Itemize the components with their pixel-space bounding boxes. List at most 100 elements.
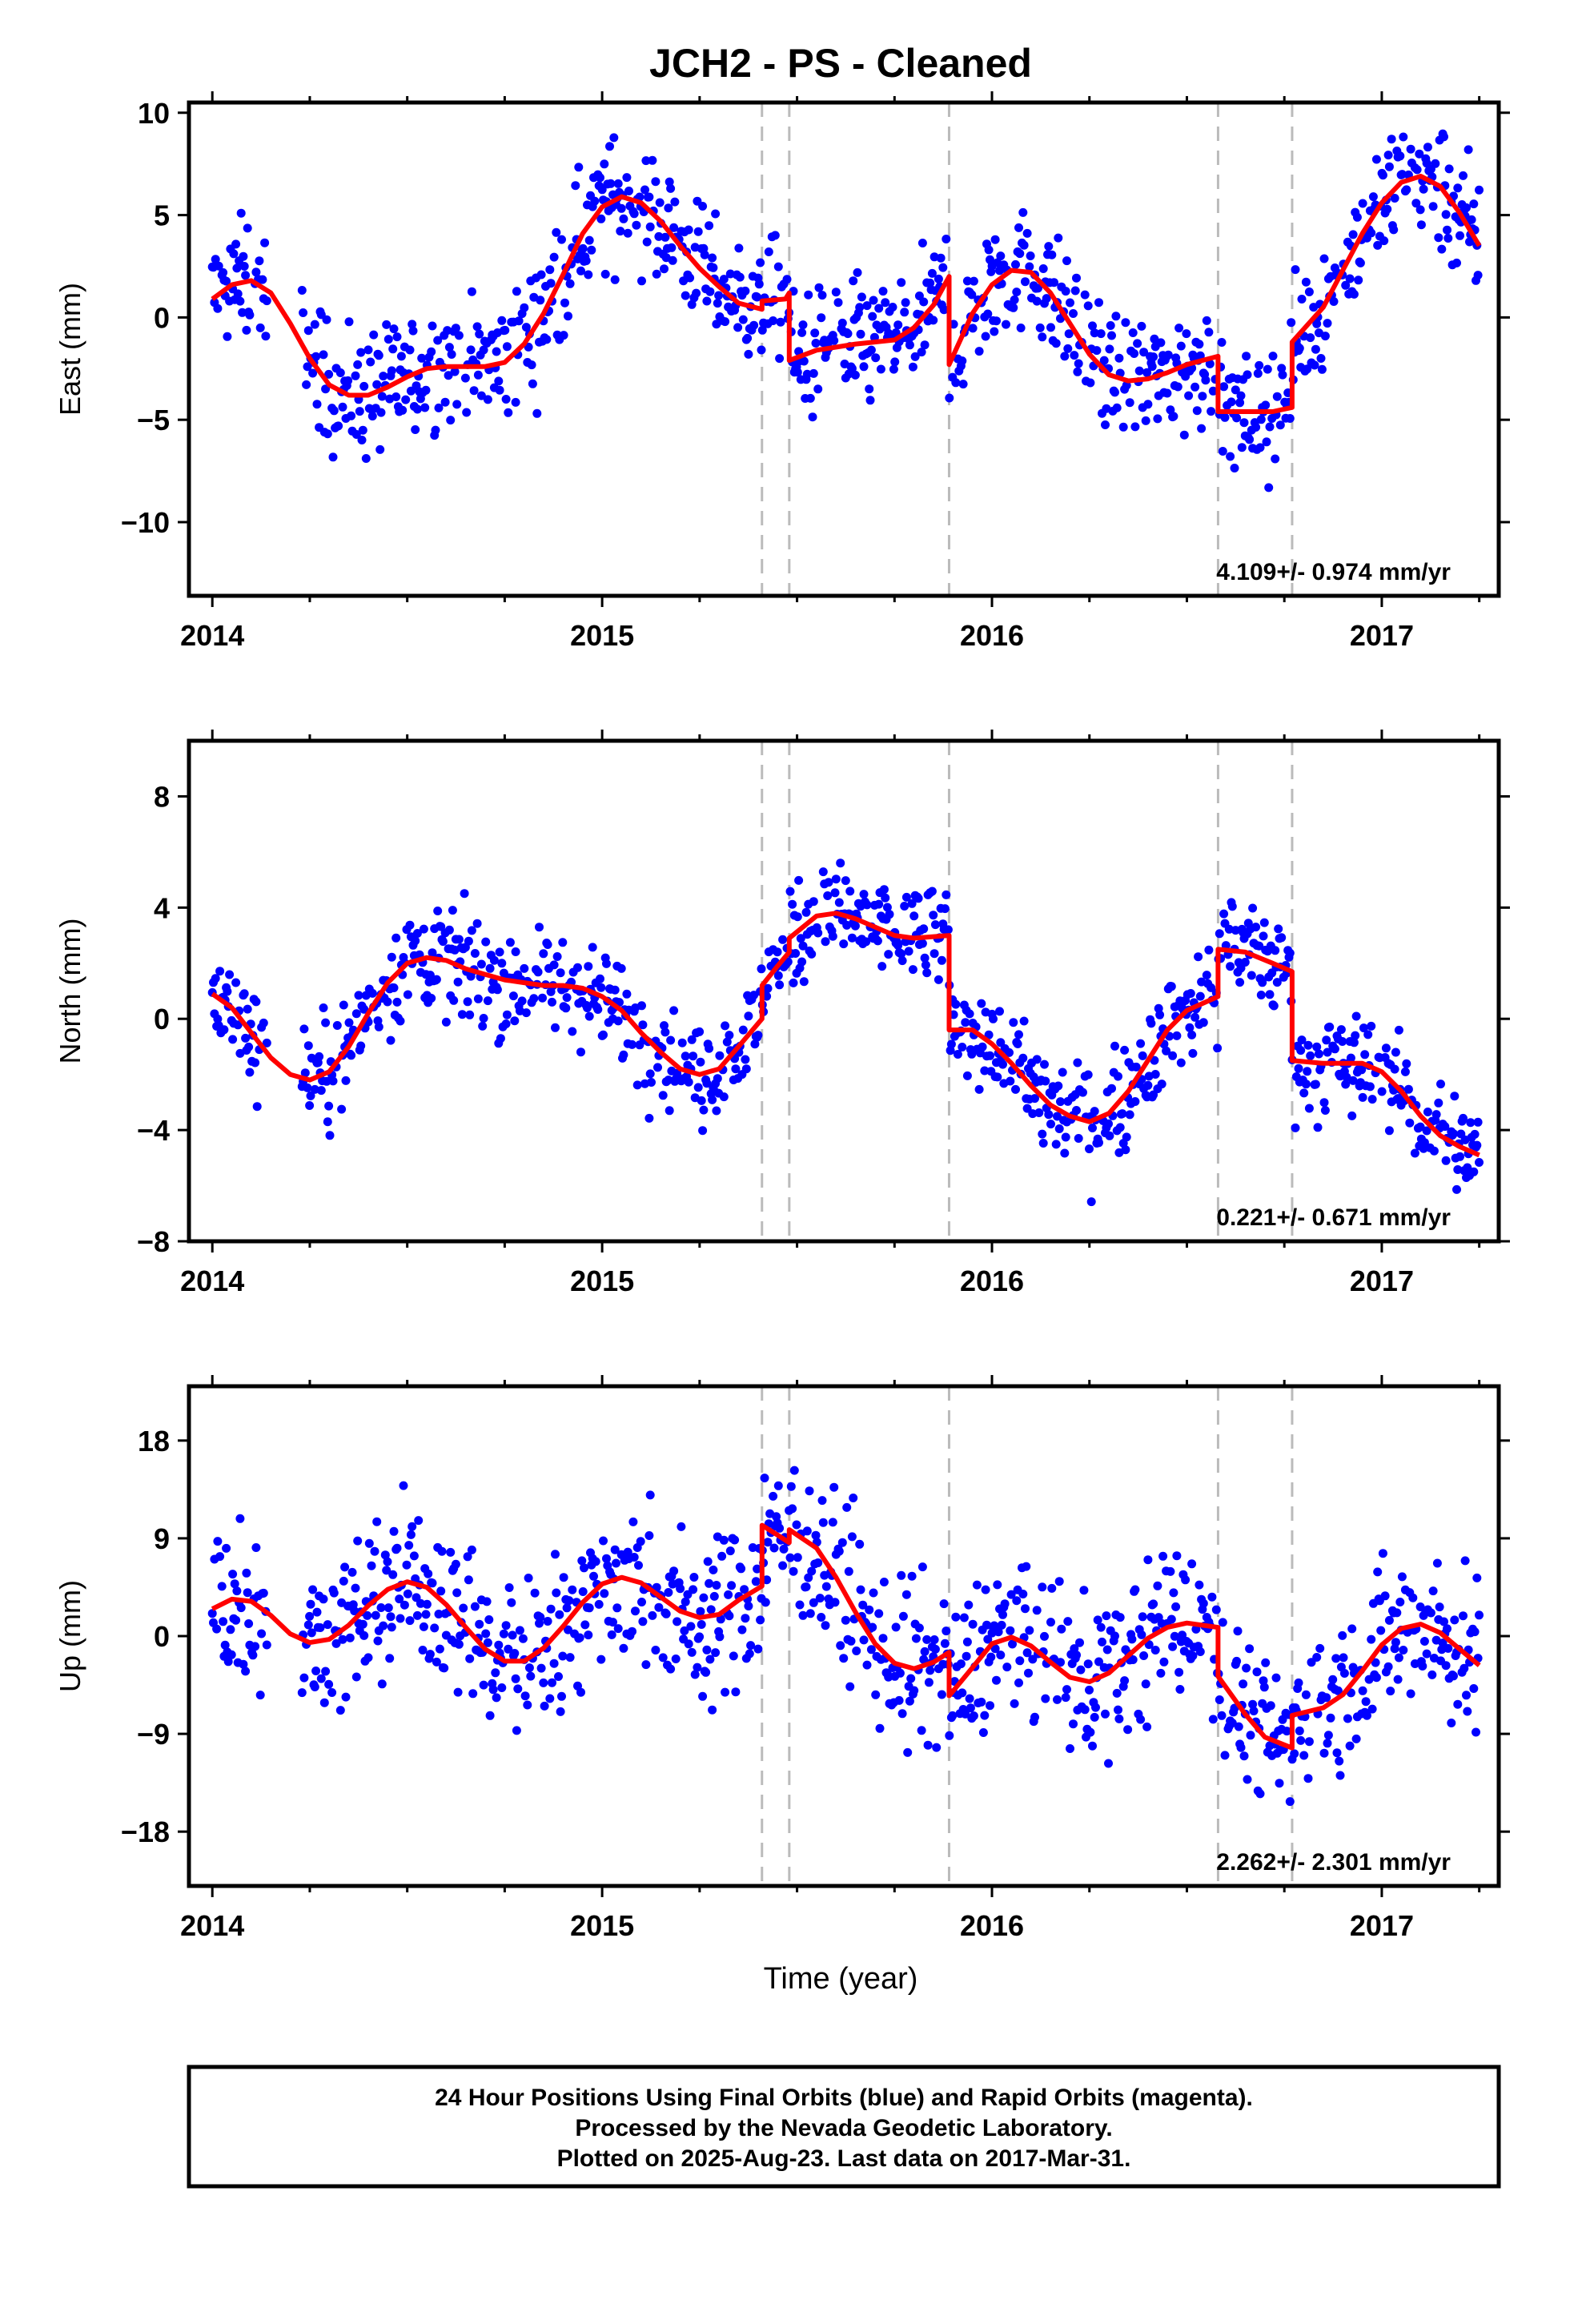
data-point — [552, 1588, 561, 1598]
data-point — [744, 1602, 753, 1610]
data-point — [1475, 1610, 1484, 1620]
data-point — [347, 1051, 356, 1060]
data-point — [424, 1569, 433, 1578]
data-point — [1242, 352, 1251, 361]
data-point — [1169, 1588, 1178, 1598]
data-point — [1397, 1572, 1407, 1582]
data-point — [897, 278, 906, 287]
data-point — [454, 935, 464, 944]
data-point — [545, 265, 555, 275]
data-point — [1345, 274, 1355, 283]
data-point — [241, 1033, 251, 1043]
data-point — [940, 904, 950, 914]
data-point — [640, 185, 649, 195]
data-point — [629, 1553, 639, 1562]
data-point — [580, 1620, 590, 1630]
data-point — [983, 1634, 993, 1644]
data-point — [913, 894, 923, 903]
data-point — [1130, 1585, 1140, 1594]
data-point — [789, 978, 798, 987]
data-point — [469, 386, 479, 396]
data-point — [1357, 1065, 1367, 1075]
data-point — [681, 291, 690, 300]
data-point — [697, 1620, 706, 1629]
data-point — [930, 920, 940, 930]
data-point — [1122, 1132, 1131, 1142]
data-point — [708, 1705, 717, 1715]
data-point — [1234, 1722, 1243, 1731]
data-point — [628, 1039, 636, 1049]
data-point — [689, 1585, 698, 1594]
data-point — [708, 1095, 717, 1104]
data-point — [1415, 149, 1424, 159]
data-point — [610, 275, 620, 284]
data-point — [1198, 392, 1207, 401]
data-point — [769, 1491, 778, 1501]
data-point — [1277, 933, 1287, 943]
data-point — [1227, 902, 1237, 911]
data-point — [794, 875, 804, 885]
data-point — [921, 960, 930, 970]
data-point — [1159, 1657, 1169, 1667]
data-point — [1376, 1626, 1386, 1635]
data-point — [427, 347, 436, 356]
data-point — [1434, 233, 1443, 243]
data-point — [1444, 164, 1454, 174]
data-point — [382, 1566, 391, 1575]
data-point — [584, 1011, 594, 1021]
data-point — [607, 1630, 616, 1639]
data-point — [1114, 1072, 1122, 1081]
data-point — [757, 964, 766, 974]
data-point — [865, 1605, 874, 1614]
data-point — [339, 1000, 348, 1010]
data-point — [379, 1621, 388, 1630]
data-point — [1367, 1095, 1377, 1104]
data-point — [1192, 406, 1202, 416]
data-point — [753, 1031, 763, 1040]
data-point — [788, 899, 797, 909]
data-point — [900, 902, 909, 911]
data-point — [1236, 1743, 1246, 1752]
data-point — [497, 959, 507, 968]
data-point — [920, 953, 930, 963]
data-point — [414, 1516, 424, 1526]
data-point — [1085, 1685, 1094, 1695]
data-point — [1220, 1751, 1230, 1760]
data-point — [392, 997, 402, 1007]
data-point — [676, 1584, 685, 1594]
x-axis-label: Time (year) — [764, 1962, 918, 1996]
data-point — [1208, 386, 1218, 396]
data-point — [1006, 1076, 1015, 1086]
data-point — [788, 1504, 797, 1514]
data-point — [866, 345, 876, 355]
data-point — [1022, 1562, 1031, 1571]
data-point — [1030, 1094, 1039, 1104]
data-point — [695, 1027, 705, 1036]
data-point — [1460, 1663, 1469, 1673]
data-point — [543, 940, 552, 949]
data-point — [1381, 1043, 1391, 1053]
data-point — [1367, 1021, 1376, 1031]
data-point — [1399, 1646, 1408, 1655]
data-point — [1133, 339, 1142, 348]
data-point — [940, 1638, 950, 1648]
data-point — [687, 1035, 697, 1044]
data-point — [530, 1588, 540, 1598]
data-point — [329, 1588, 339, 1598]
data-point — [1153, 414, 1162, 424]
data-point — [323, 429, 332, 439]
data-point — [903, 1747, 913, 1757]
data-point — [1256, 415, 1266, 424]
data-point — [842, 1502, 852, 1512]
data-point — [1086, 378, 1095, 388]
data-point — [223, 1657, 233, 1667]
data-point — [631, 1606, 640, 1616]
data-point — [945, 393, 954, 403]
data-point — [1012, 1596, 1022, 1606]
data-point — [476, 391, 486, 400]
data-point — [260, 238, 270, 247]
data-point — [666, 183, 676, 193]
data-point — [698, 202, 708, 211]
data-point — [1295, 344, 1304, 353]
data-point — [433, 336, 443, 345]
